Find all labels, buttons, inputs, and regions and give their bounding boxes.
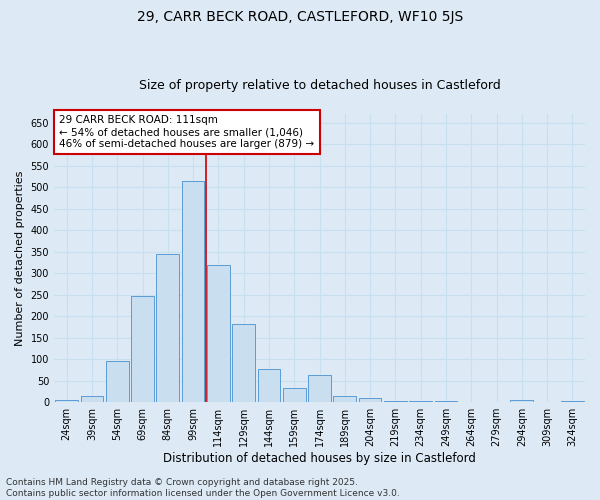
Text: Contains HM Land Registry data © Crown copyright and database right 2025.
Contai: Contains HM Land Registry data © Crown c…	[6, 478, 400, 498]
Y-axis label: Number of detached properties: Number of detached properties	[15, 170, 25, 346]
Bar	[334, 396, 356, 402]
Bar	[384, 401, 407, 402]
Bar	[207, 264, 230, 402]
Bar	[257, 368, 280, 402]
Text: 29, CARR BECK ROAD, CASTLEFORD, WF10 5JS: 29, CARR BECK ROAD, CASTLEFORD, WF10 5JS	[137, 10, 463, 24]
Bar	[131, 296, 154, 402]
Bar	[182, 180, 205, 402]
Text: 29 CARR BECK ROAD: 111sqm
← 54% of detached houses are smaller (1,046)
46% of se: 29 CARR BECK ROAD: 111sqm ← 54% of detac…	[59, 116, 314, 148]
Bar	[55, 400, 78, 402]
Bar	[511, 400, 533, 402]
Bar	[308, 375, 331, 402]
Title: Size of property relative to detached houses in Castleford: Size of property relative to detached ho…	[139, 79, 500, 92]
Bar	[106, 362, 128, 402]
Bar	[157, 254, 179, 402]
Bar	[232, 324, 255, 402]
Bar	[80, 396, 103, 402]
Bar	[283, 388, 305, 402]
X-axis label: Distribution of detached houses by size in Castleford: Distribution of detached houses by size …	[163, 452, 476, 465]
Bar	[359, 398, 382, 402]
